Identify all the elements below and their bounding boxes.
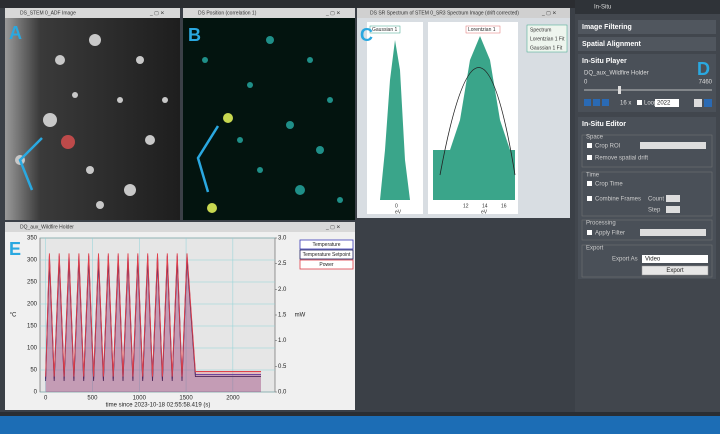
input[interactable] bbox=[640, 142, 706, 149]
input[interactable] bbox=[666, 195, 680, 202]
y-tick-label: 50 bbox=[30, 368, 37, 374]
y-tick-label: 150 bbox=[27, 324, 38, 330]
x-tick-label: 12 bbox=[463, 203, 469, 209]
legend-label: Temperature bbox=[312, 242, 340, 248]
sidebar-title: In-Situ bbox=[594, 5, 611, 11]
x-label: time since 2023-10-18 02:55:58.419 (s) bbox=[106, 403, 211, 409]
group-title: Time bbox=[586, 173, 600, 179]
screen: DS_STEM 0_ADF Image _ ▢ ✕ A DS Position … bbox=[0, 0, 720, 434]
x-tick-label: 2000 bbox=[226, 396, 240, 402]
marker bbox=[61, 135, 75, 149]
status-divider bbox=[0, 412, 720, 416]
window-buttons[interactable]: _ ▢ ✕ bbox=[149, 10, 164, 16]
section-title: Image Filtering bbox=[582, 24, 632, 31]
y-tick-label: 300 bbox=[27, 258, 38, 264]
field-label: Export As bbox=[612, 257, 638, 263]
x-tick-label: 1000 bbox=[133, 396, 147, 402]
legend-text: Lorentzian 1 bbox=[468, 27, 496, 33]
source: DQ_aux_Wildfire Holder bbox=[584, 71, 649, 77]
legend-text: Gaussian 1 bbox=[372, 27, 398, 33]
image bbox=[183, 18, 355, 220]
y-tick-label: 350 bbox=[27, 236, 38, 242]
checkbox[interactable] bbox=[587, 181, 592, 186]
legend-text: Gaussian 1 Fit bbox=[530, 45, 563, 51]
slider-thumb[interactable] bbox=[618, 86, 621, 94]
panel-label: C bbox=[360, 25, 373, 45]
group-title: Export bbox=[586, 246, 604, 252]
checkbox[interactable] bbox=[587, 155, 592, 160]
window-buttons[interactable]: _ ▢ ✕ bbox=[541, 10, 556, 16]
input[interactable] bbox=[640, 229, 706, 236]
checkbox[interactable] bbox=[637, 100, 642, 105]
top-strip bbox=[0, 0, 575, 8]
y2-tick-label: 1.5 bbox=[278, 313, 287, 319]
checkbox[interactable] bbox=[587, 230, 592, 235]
input[interactable] bbox=[666, 206, 680, 213]
checkbox[interactable] bbox=[587, 143, 592, 148]
dropdown-value: Video bbox=[645, 257, 661, 263]
section-title: In-Situ Editor bbox=[582, 121, 626, 128]
panel-label: A bbox=[9, 23, 22, 43]
y2-tick-label: 2.0 bbox=[278, 287, 287, 293]
field-label: Count bbox=[648, 197, 664, 203]
option: Apply Filter bbox=[595, 231, 625, 237]
panel-label: E bbox=[9, 239, 21, 259]
legend-text: Spectrum bbox=[530, 27, 551, 33]
panel-label: D bbox=[697, 59, 710, 79]
x-label: eV bbox=[481, 209, 488, 215]
button[interactable] bbox=[694, 99, 702, 107]
field-label: Step bbox=[648, 208, 661, 214]
window-title: DS_STEM 0_ADF Image bbox=[20, 10, 76, 16]
y2-tick-label: 1.0 bbox=[278, 338, 287, 344]
marker bbox=[207, 203, 217, 213]
window-c: DS SR Spectrum of STEM 0_SR3 Spectrum Im… bbox=[357, 8, 570, 218]
button[interactable] bbox=[593, 99, 600, 106]
marker bbox=[223, 113, 233, 123]
button-label: Export bbox=[666, 268, 684, 274]
option: Remove spatial drift bbox=[595, 156, 648, 162]
x-tick-label: 500 bbox=[87, 396, 98, 402]
section-title: Spatial Alignment bbox=[582, 41, 642, 48]
legend-text: Lorentzian 1 Fit bbox=[530, 36, 565, 42]
y-tick-label: 250 bbox=[27, 280, 38, 286]
section-title: In-Situ Player bbox=[582, 58, 627, 65]
speed: 16 x bbox=[620, 101, 631, 107]
y2-tick-label: 0.5 bbox=[278, 364, 287, 370]
window-title: DS SR Spectrum of STEM 0_SR3 Spectrum Im… bbox=[370, 10, 519, 16]
y2-tick-label: 2.5 bbox=[278, 261, 287, 267]
legend-label: Power bbox=[319, 262, 334, 268]
y2-tick-label: 0.0 bbox=[278, 390, 287, 396]
x-tick-label: 1500 bbox=[179, 396, 193, 402]
group-title: Space bbox=[586, 135, 604, 141]
frame-input: 2022 bbox=[657, 101, 671, 107]
window-a: DS_STEM 0_ADF Image _ ▢ ✕ A bbox=[5, 8, 180, 220]
window-b: DS Position (correlation 1) _ ▢ ✕ B bbox=[183, 8, 355, 220]
y-label: °C bbox=[10, 313, 17, 319]
sidebar: In-Situ Image Filtering Spatial Alignmen… bbox=[575, 0, 720, 412]
range-end: 7460 bbox=[699, 80, 713, 86]
button[interactable] bbox=[704, 99, 712, 107]
button[interactable] bbox=[584, 99, 591, 106]
legend-label: Temperature Setpoint bbox=[303, 252, 351, 258]
option: Combine Frames bbox=[595, 197, 641, 203]
group-title: Processing bbox=[586, 221, 616, 227]
panel-label: B bbox=[188, 25, 201, 45]
window-buttons[interactable]: _ ▢ ✕ bbox=[325, 224, 340, 230]
y-tick-label: 100 bbox=[27, 346, 38, 352]
checkbox[interactable] bbox=[587, 196, 592, 201]
y2-tick-label: 3.0 bbox=[278, 236, 287, 242]
x-tick-label: 16 bbox=[501, 203, 507, 209]
window-title: DQ_aux_Wildfire Holder bbox=[20, 224, 74, 230]
option: Crop ROI bbox=[595, 144, 621, 150]
window-buttons[interactable]: _ ▢ ✕ bbox=[325, 10, 340, 16]
button[interactable] bbox=[602, 99, 609, 106]
window-title: DS Position (correlation 1) bbox=[198, 10, 257, 16]
x-label: eV bbox=[395, 209, 402, 215]
y-tick-label: 200 bbox=[27, 302, 38, 308]
y2-label: mW bbox=[295, 313, 306, 319]
option: Crop Time bbox=[595, 182, 623, 188]
